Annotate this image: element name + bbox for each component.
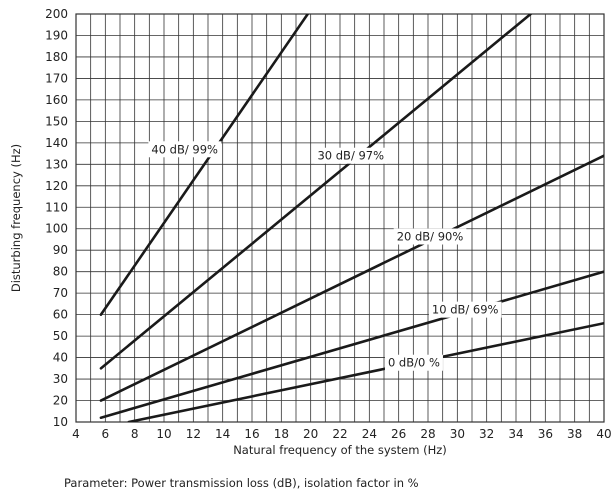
series-lines bbox=[99, 14, 604, 422]
x-tick-label: 6 bbox=[102, 427, 110, 441]
x-tick-label: 12 bbox=[186, 427, 201, 441]
series-label-background bbox=[393, 228, 467, 245]
x-tick-label: 20 bbox=[303, 427, 318, 441]
series-line-5 bbox=[127, 321, 604, 422]
tick-labels: 4 6 8 10 12 14 16 18 20 22 24 26 28 30 32 34 36 38 40 10 20 3… bbox=[45, 7, 612, 441]
y-tick-label: 160 bbox=[45, 93, 68, 107]
series-label-background bbox=[148, 141, 222, 158]
x-tick-label: 30 bbox=[450, 427, 465, 441]
y-tick-label: 60 bbox=[53, 308, 68, 322]
y-tick-label: 40 bbox=[53, 351, 68, 365]
y-tick-label: 30 bbox=[53, 372, 68, 386]
series-line-2 bbox=[99, 14, 532, 370]
series-label-background bbox=[428, 301, 502, 318]
series-label-group: 20 dB/ 90% bbox=[393, 228, 467, 245]
y-tick-label: 110 bbox=[45, 200, 68, 214]
y-tick-label: 130 bbox=[45, 157, 68, 171]
series-label-background bbox=[314, 147, 388, 164]
series-label-background bbox=[384, 354, 443, 371]
x-tick-label: 32 bbox=[479, 427, 494, 441]
x-tick-label: 18 bbox=[274, 427, 289, 441]
series-line-4 bbox=[99, 270, 604, 420]
x-axis-title: Natural frequency of the system (Hz) bbox=[233, 443, 447, 457]
x-tick-label: 16 bbox=[244, 427, 259, 441]
grid bbox=[75, 13, 605, 423]
x-tick-label: 14 bbox=[215, 427, 230, 441]
x-tick-label: 10 bbox=[156, 427, 171, 441]
y-tick-label: 10 bbox=[53, 415, 68, 429]
y-axis-title: Disturbing frequency (Hz) bbox=[9, 144, 23, 292]
y-tick-label: 200 bbox=[45, 7, 68, 21]
series-label-group: 10 dB/ 69% bbox=[428, 301, 502, 318]
x-tick-label: 4 bbox=[72, 427, 80, 441]
series-label: 40 dB/ 99% bbox=[151, 142, 218, 156]
y-tick-label: 170 bbox=[45, 71, 68, 85]
x-tick-label: 40 bbox=[596, 427, 611, 441]
y-tick-label: 150 bbox=[45, 114, 68, 128]
y-tick-label: 180 bbox=[45, 50, 68, 64]
series-label-group: 30 dB/ 97% bbox=[314, 147, 388, 164]
x-tick-label: 26 bbox=[391, 427, 406, 441]
y-tick-label: 90 bbox=[53, 243, 68, 257]
x-tick-label: 34 bbox=[508, 427, 523, 441]
series-labels: 40 dB/ 99% 30 dB/ 97% 20 dB/ 90% 10 dB/ 69%… bbox=[148, 141, 502, 371]
series-label: 0 dB/0 % bbox=[388, 356, 440, 370]
x-tick-label: 28 bbox=[420, 427, 435, 441]
y-tick-label: 140 bbox=[45, 136, 68, 150]
series-label-group: 40 dB/ 99% bbox=[148, 141, 222, 158]
y-tick-label: 50 bbox=[53, 329, 68, 343]
series-label: 10 dB/ 69% bbox=[432, 303, 499, 317]
x-tick-label: 8 bbox=[131, 427, 139, 441]
x-tick-label: 24 bbox=[362, 427, 377, 441]
series-line-1 bbox=[99, 14, 310, 316]
x-tick-label: 36 bbox=[538, 427, 553, 441]
y-tick-label: 120 bbox=[45, 179, 68, 193]
y-tick-label: 70 bbox=[53, 286, 68, 300]
series-label: 30 dB/ 97% bbox=[317, 149, 384, 163]
y-tick-label: 190 bbox=[45, 28, 68, 42]
series-label: 20 dB/ 90% bbox=[397, 230, 464, 244]
y-tick-label: 100 bbox=[45, 222, 68, 236]
x-tick-label: 22 bbox=[332, 427, 347, 441]
y-tick-label: 80 bbox=[53, 265, 68, 279]
y-tick-label: 20 bbox=[53, 394, 68, 408]
series-label-group: 0 dB/0 % bbox=[384, 354, 443, 371]
series-line-3 bbox=[99, 154, 604, 402]
footnote: Parameter: Power transmission loss (dB),… bbox=[64, 476, 419, 490]
x-tick-label: 38 bbox=[567, 427, 582, 441]
plot-frame bbox=[75, 13, 605, 423]
